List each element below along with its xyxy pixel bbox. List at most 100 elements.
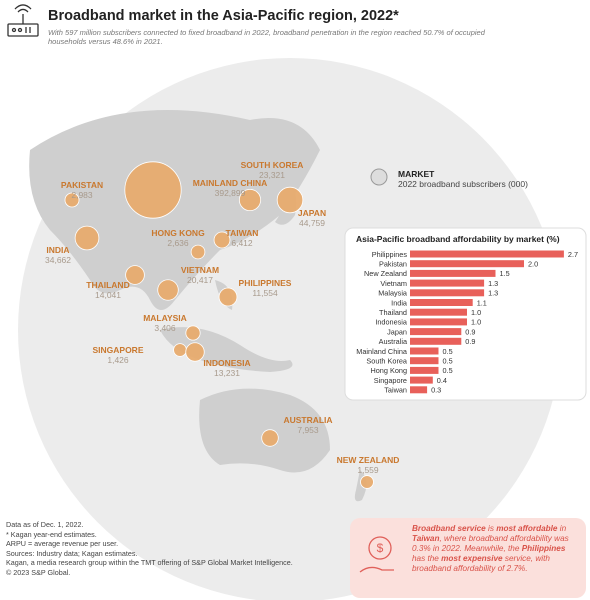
- market-label: INDONESIA 13,231: [184, 358, 270, 378]
- market-bubble: [238, 188, 262, 212]
- market-value: 1,426: [107, 355, 129, 365]
- bar: [410, 289, 485, 297]
- bar: [410, 337, 462, 345]
- legend-bubble: [370, 168, 388, 186]
- bar: [410, 328, 462, 336]
- category-label: New Zealand: [364, 269, 407, 278]
- callout-icon: $: [359, 536, 394, 573]
- chart-title: Asia-Pacific broadband affordability by …: [356, 234, 560, 244]
- notes: Data as of Dec. 1, 2022. * Kagan year-end…: [6, 520, 293, 578]
- market-label: SOUTH KOREA 23,321: [229, 160, 315, 180]
- callout-segment: Philippines: [521, 544, 566, 553]
- market-bubble: [64, 192, 80, 208]
- market-name: SOUTH KOREA: [240, 160, 304, 170]
- callout-segment: in: [557, 524, 567, 533]
- market-bubble: [213, 231, 231, 249]
- market-value: 44,759: [299, 218, 325, 228]
- callout-segment: , where broadband affordability was 0.3%…: [412, 534, 569, 553]
- callout-segment: has the: [412, 554, 442, 563]
- market-value: 2,983: [71, 190, 93, 200]
- market-name: TAIWAN: [225, 228, 259, 238]
- legend: MARKET 2022 broadband subscribers (000): [398, 169, 528, 189]
- market-name: VIETNAM: [180, 265, 220, 275]
- market-name: NEW ZEALAND: [336, 455, 400, 465]
- market-value: 34,662: [45, 255, 71, 265]
- bar: [410, 376, 433, 384]
- market-bubble: [157, 279, 179, 301]
- value-label: 1.5: [500, 269, 510, 278]
- category-label: Australia: [379, 337, 408, 346]
- category-label: Hong Kong: [370, 366, 407, 375]
- category-label: Malaysia: [378, 289, 408, 298]
- category-label: India: [391, 298, 408, 307]
- market-label: MALAYSIA 3,406: [122, 313, 208, 333]
- bar: [410, 347, 439, 355]
- market-bubble: [276, 186, 304, 214]
- category-label: Thailand: [379, 308, 407, 317]
- callout-segment: most affordable: [496, 524, 558, 533]
- market-name: AUSTRALIA: [283, 415, 333, 425]
- icon: [7, 4, 39, 37]
- category-label: Pakistan: [379, 260, 407, 269]
- market-value: 392,899: [214, 188, 246, 198]
- market-bubble: [190, 244, 206, 260]
- market-name: THAILAND: [86, 280, 130, 290]
- market-label: TAIWAN 6,412: [199, 228, 285, 248]
- market-name: INDIA: [46, 245, 70, 255]
- market-bubble: [185, 325, 201, 341]
- callout-segment: Broadband service: [412, 524, 486, 533]
- market-bubble: [124, 161, 182, 219]
- value-label: 1.3: [488, 289, 498, 298]
- market-name: PAKISTAN: [60, 180, 104, 190]
- market-name: INDONESIA: [203, 358, 251, 368]
- callout-segment: Taiwan: [412, 534, 440, 543]
- note: * Kagan year-end estimates.: [6, 529, 97, 539]
- category-label: Indonesia: [375, 318, 408, 327]
- category-label: Vietnam: [380, 279, 407, 288]
- value-label: 2.7: [568, 250, 578, 259]
- market-value: 13,231: [214, 368, 240, 378]
- bar: [410, 357, 439, 365]
- bar: [410, 250, 564, 258]
- note: ARPU = average revenue per user.: [6, 539, 119, 549]
- market-bubble: [360, 475, 374, 489]
- callout-segment: is: [485, 524, 497, 533]
- market-value: 11,554: [252, 288, 278, 298]
- market-label: NEW ZEALAND 1,559: [325, 455, 411, 475]
- bar: [410, 318, 467, 326]
- market-value: 6,412: [231, 238, 253, 248]
- callout-segment: most expensive: [441, 554, 503, 563]
- market-label: INDIA 34,662: [15, 245, 101, 265]
- note: © 2023 S&P Global.: [6, 567, 71, 577]
- note: Kagan, a media research group within the…: [6, 558, 293, 568]
- callout-segment: service, with broadband affordability of…: [412, 554, 550, 573]
- market-name: HONG KONG: [151, 228, 205, 238]
- market-value: 3,406: [154, 323, 176, 333]
- market-name: PHILIPPINES: [238, 278, 292, 288]
- svg-text:$: $: [377, 541, 384, 555]
- value-label: 1.0: [471, 308, 481, 317]
- value-label: 0.5: [443, 357, 453, 366]
- value-label: 0.9: [465, 337, 475, 346]
- market-bubble: [125, 265, 145, 285]
- legend-title: MARKET: [398, 169, 435, 179]
- bar: [410, 366, 439, 374]
- category-label: Mainland China: [356, 347, 408, 356]
- value-label: 0.4: [437, 376, 447, 385]
- market-name: SINGAPORE: [92, 345, 144, 355]
- value-label: 0.5: [443, 366, 453, 375]
- value-label: 2.0: [528, 260, 538, 269]
- market-label: JAPAN 44,759: [269, 208, 355, 228]
- market-label: AUSTRALIA 7,953: [265, 415, 351, 435]
- market-name: JAPAN: [297, 208, 327, 218]
- market-label: PAKISTAN 2,983: [39, 180, 125, 200]
- category-label: Taiwan: [384, 386, 407, 395]
- bar: [410, 308, 467, 316]
- bar: [410, 299, 473, 306]
- market-value: 2,636: [167, 238, 189, 248]
- legend-subtitle: 2022 broadband subscribers (000): [398, 179, 528, 189]
- market-value: 1,559: [357, 465, 379, 475]
- note: Data as of Dec. 1, 2022.: [6, 520, 84, 529]
